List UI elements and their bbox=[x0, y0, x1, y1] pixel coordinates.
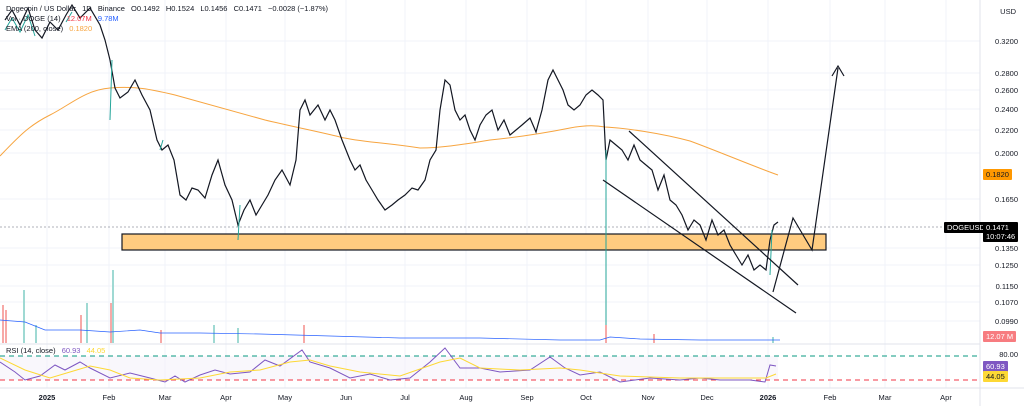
price-tick: 0.2000 bbox=[995, 149, 1018, 158]
time-tick: Apr bbox=[220, 393, 232, 402]
price-tick: 0.2800 bbox=[995, 69, 1018, 78]
volume-legend[interactable]: Vol · DOGE (14) 12.07M 9.78M bbox=[6, 14, 123, 23]
time-grid bbox=[46, 0, 947, 388]
time-tick: Nov bbox=[641, 393, 655, 402]
time-tick: Apr bbox=[940, 393, 952, 402]
channel-upper-line bbox=[628, 130, 799, 286]
last-price-tag: 0.1471 10:07:46 bbox=[983, 222, 1019, 242]
time-tick: Jun bbox=[339, 393, 353, 402]
rsi-band bbox=[0, 356, 778, 380]
rsi-line bbox=[0, 347, 777, 383]
symbol-title: Dogecoin / US Dollar bbox=[6, 4, 77, 13]
price-tick: 0.0990 bbox=[995, 317, 1018, 326]
time-tick: Mar bbox=[158, 393, 172, 402]
time-tick: Oct bbox=[580, 393, 592, 402]
time-tick: 2026 bbox=[759, 393, 777, 402]
volume-value: 12.07M bbox=[66, 14, 92, 23]
ema-legend[interactable]: EMA (200, close) 0.1820 bbox=[6, 24, 96, 33]
time-tick: Dec bbox=[700, 393, 714, 402]
ohlc-high: H0.1524 bbox=[165, 4, 195, 13]
ohlc-low: L0.1456 bbox=[200, 4, 228, 13]
volume-ma-line bbox=[0, 319, 780, 341]
symbol-legend[interactable]: Dogecoin / US Dollar 1D Binance O0.1492 … bbox=[6, 4, 332, 13]
volume-label: Vol · DOGE (14) bbox=[6, 14, 61, 23]
interval: 1D bbox=[82, 4, 92, 13]
rsi-legend[interactable]: RSI (14, close) 60.93 44.05 bbox=[6, 346, 109, 355]
symbol-tag: DOGEUSD bbox=[944, 222, 988, 233]
price-tick: 0.1070 bbox=[995, 298, 1018, 307]
rsi-label: RSI (14, close) bbox=[6, 346, 56, 355]
time-tick: Feb bbox=[102, 393, 116, 402]
arrow-head-icon bbox=[831, 64, 845, 77]
ema-price-tag: 0.1820 bbox=[983, 169, 1012, 180]
time-tick: Aug bbox=[459, 393, 473, 402]
rsi-ma-line bbox=[0, 357, 777, 381]
price-tick: 0.2200 bbox=[995, 126, 1018, 135]
price-change: −0.0028 (−1.87%) bbox=[268, 4, 329, 13]
price-tick: 0.2600 bbox=[995, 86, 1018, 95]
rsi-tick: 80.00 bbox=[999, 350, 1018, 359]
ohlc-close: C0.1471 bbox=[233, 4, 262, 13]
volume-tag: 12.07 M bbox=[983, 331, 1017, 342]
time-tick: Sep bbox=[520, 393, 534, 402]
rsi-ma-tag: 44.05 bbox=[983, 371, 1008, 382]
projection-path bbox=[772, 67, 839, 293]
ema-value: 0.1820 bbox=[69, 24, 93, 33]
candles bbox=[4, 3, 779, 330]
price-tick: 0.1350 bbox=[995, 244, 1018, 253]
price-tick: 0.1150 bbox=[995, 282, 1018, 291]
channel-lower-line bbox=[602, 179, 797, 314]
time-tick: 2025 bbox=[38, 393, 56, 402]
rsi-value: 60.93 bbox=[61, 346, 81, 355]
ema-label: EMA (200, close) bbox=[6, 24, 64, 33]
currency-label[interactable]: USD bbox=[1000, 7, 1016, 16]
price-tick: 0.3200 bbox=[995, 37, 1018, 46]
time-tick: Jul bbox=[400, 393, 410, 402]
price-tick: 0.1250 bbox=[995, 261, 1018, 270]
price-tick: 0.1650 bbox=[995, 195, 1018, 204]
time-tick: Mar bbox=[878, 393, 892, 402]
rsi-tag: 60.93 bbox=[983, 361, 1008, 372]
ohlc-open: O0.1492 bbox=[131, 4, 160, 13]
volume-ma-value: 9.78M bbox=[97, 14, 119, 23]
time-tick: May bbox=[277, 393, 293, 402]
price-tick: 0.2400 bbox=[995, 105, 1018, 114]
bar-countdown: 10:07:46 bbox=[986, 232, 1016, 241]
support-zone[interactable] bbox=[121, 233, 827, 251]
exchange: Binance bbox=[97, 4, 125, 13]
time-tick: Feb bbox=[823, 393, 837, 402]
ema-200-line bbox=[0, 86, 779, 176]
rsi-ma-value: 44.05 bbox=[86, 346, 106, 355]
volume-bars bbox=[2, 270, 774, 343]
last-price-value: 0.1471 bbox=[986, 223, 1009, 232]
price-grid bbox=[0, 40, 980, 322]
